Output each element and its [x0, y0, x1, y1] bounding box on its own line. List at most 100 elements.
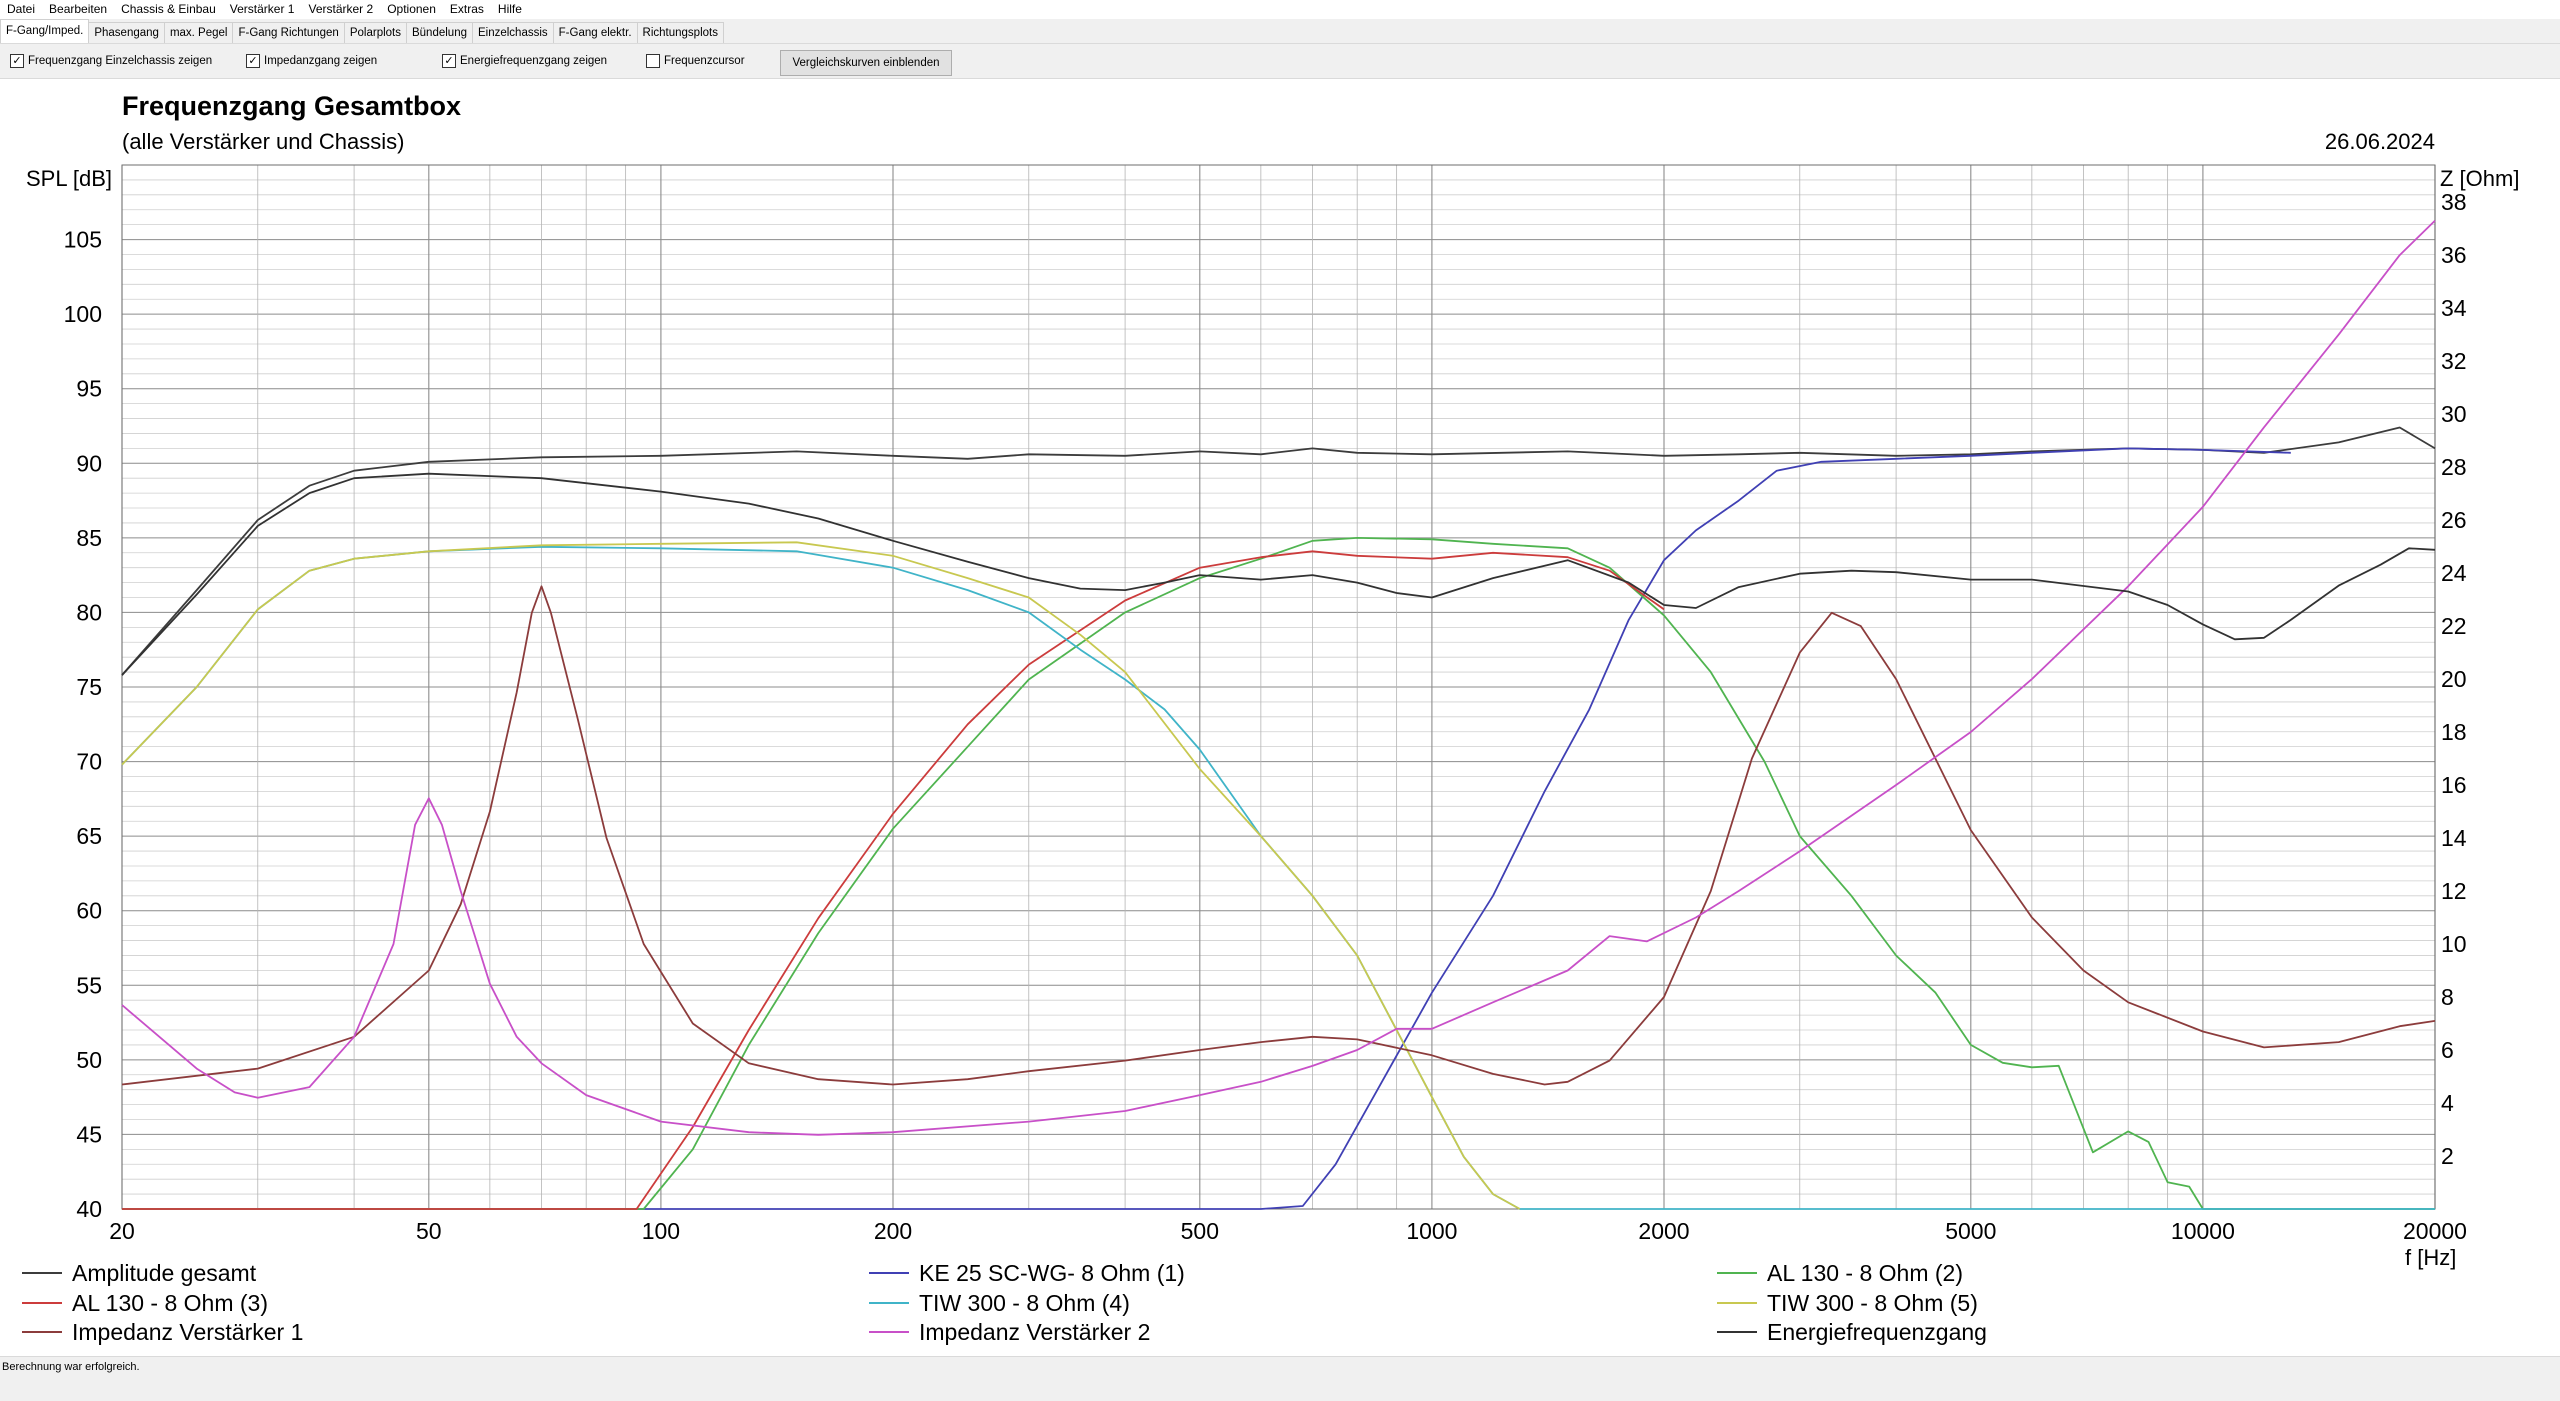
menu-chassis-einbau[interactable]: Chassis & Einbau	[121, 2, 216, 16]
y-tick-label: 100	[64, 301, 102, 327]
y2-tick-label: 22	[2441, 613, 2467, 639]
menu-bar: Datei Bearbeiten Chassis & Einbau Verstä…	[0, 0, 2560, 19]
checkbox-checked-icon: ✓	[442, 54, 456, 68]
series-line-8	[121, 219, 2436, 1136]
y-tick-label: 65	[76, 823, 102, 849]
y2-tick-label: 26	[2441, 507, 2467, 533]
y-tick-label: 45	[76, 1121, 102, 1147]
y2-tick-label: 4	[2441, 1090, 2454, 1116]
menu-bearbeiten[interactable]: Bearbeiten	[49, 2, 108, 16]
y2-tick-label: 14	[2441, 825, 2467, 851]
x-tick-label: 500	[1181, 1218, 1219, 1244]
series-line-1	[121, 426, 2436, 676]
tab-polarplots[interactable]: Polarplots	[343, 22, 407, 43]
menu-datei[interactable]: Datei	[7, 2, 36, 16]
y2-tick-label: 28	[2441, 454, 2467, 480]
menu-extras[interactable]: Extras	[449, 2, 484, 16]
plot-area: 40 45 50 55 60 65 70 75 80 85 90 95 100 105 2 4 6 8 10 12 14…	[0, 79, 2560, 1356]
checkbox-energiefrequenzgang-label: Energiefrequenzgang zeigen	[460, 55, 608, 67]
vergleichskurven-button[interactable]: Vergleichskurven einblenden	[780, 50, 952, 76]
y2-tick-label: 2	[2441, 1143, 2454, 1169]
x-tick-label: 100	[642, 1218, 680, 1244]
tab-phasengang[interactable]: Phasengang	[88, 22, 165, 43]
y-tick-label: 85	[76, 525, 102, 551]
checkbox-frequenzcursor[interactable]: Frequenzcursor	[646, 54, 745, 68]
chart-title: Frequenzgang Gesamtbox	[122, 91, 461, 121]
checkbox-einzelchassis[interactable]: ✓ Frequenzgang Einzelchassis zeigen	[10, 54, 212, 68]
series-line-6	[121, 541, 1521, 1210]
tab-einzelchassis[interactable]: Einzelchassis	[471, 22, 554, 43]
legend-label-9: Energiefrequenzgang	[1767, 1319, 1987, 1345]
series-line-4	[122, 550, 1665, 1210]
chart-subtitle: (alle Verstärker und Chassis)	[122, 129, 404, 154]
x-tick-label: 10000	[2171, 1218, 2235, 1244]
legend-label-4: AL 130 - 8 Ohm (3)	[72, 1290, 268, 1316]
y2-tick-label: 12	[2441, 878, 2467, 904]
status-text: Berechnung war erfolgreich.	[2, 1361, 140, 1373]
checkbox-impedanzgang[interactable]: ✓ Impedanzgang zeigen	[246, 54, 377, 68]
y-tick-label: 70	[76, 749, 102, 775]
series-line-3	[122, 537, 2435, 1210]
tab-bar: F-Gang/Imped. Phasengang max. Pegel F-Ga…	[0, 19, 2560, 44]
menu-hilfe[interactable]: Hilfe	[497, 2, 522, 16]
grid-layer	[121, 164, 2436, 1210]
y2-tick-label: 24	[2441, 560, 2467, 586]
status-bar: Berechnung war erfolgreich.	[0, 1356, 2560, 1401]
frequency-response-chart: 4045505560657075808590951001052468101214…	[22, 91, 2519, 1345]
y-tick-label: 50	[76, 1047, 102, 1073]
checkbox-frequenzcursor-label: Frequenzcursor	[664, 55, 745, 67]
y2-axis-label: Z [Ohm]	[2440, 166, 2519, 191]
y2-tick-label: 38	[2441, 189, 2467, 215]
legend-label-5: TIW 300 - 8 Ohm (4)	[919, 1290, 1130, 1316]
y-tick-label: 40	[76, 1196, 102, 1222]
y-tick-label: 80	[76, 599, 102, 625]
menu-verstaerker-1[interactable]: Verstärker 1	[229, 2, 295, 16]
tab-f-gang-richtungen[interactable]: F-Gang Richtungen	[232, 22, 345, 43]
x-tick-label: 1000	[1406, 1218, 1457, 1244]
y2-tick-label: 32	[2441, 348, 2467, 374]
tab-max-pegel[interactable]: max. Pegel	[163, 22, 234, 43]
y2-tick-label: 30	[2441, 401, 2467, 427]
tab-f-gang-imped[interactable]: F-Gang/Imped.	[0, 19, 90, 43]
x-axis-label: f [Hz]	[2405, 1245, 2456, 1270]
plot-frame	[121, 164, 2436, 1210]
chart-date: 26.06.2024	[2325, 129, 2435, 154]
series-layer	[121, 219, 2436, 1210]
tab-f-gang-elektr[interactable]: F-Gang elektr.	[552, 22, 638, 43]
x-tick-label: 50	[416, 1218, 442, 1244]
checkbox-checked-icon: ✓	[246, 54, 260, 68]
legend-label-7: Impedanz Verstärker 1	[72, 1319, 303, 1345]
legend-label-3: AL 130 - 8 Ohm (2)	[1767, 1260, 1963, 1286]
x-tick-label: 2000	[1638, 1218, 1689, 1244]
legend-label-2: KE 25 SC-WG- 8 Ohm (1)	[919, 1260, 1185, 1286]
checkbox-unchecked-icon	[646, 54, 660, 68]
y-axis-label: SPL [dB]	[26, 166, 112, 191]
y2-tick-label: 16	[2441, 772, 2467, 798]
y2-tick-label: 10	[2441, 931, 2467, 957]
y2-tick-label: 36	[2441, 242, 2467, 268]
legend-label-8: Impedanz Verstärker 2	[919, 1319, 1150, 1345]
tab-buendelung[interactable]: Bündelung	[405, 22, 473, 43]
y-tick-label: 90	[76, 450, 102, 476]
menu-verstaerker-2[interactable]: Verstärker 2	[308, 2, 374, 16]
axes-layer: 4045505560657075808590951001052468101214…	[64, 164, 2467, 1244]
tab-richtungsplots[interactable]: Richtungsplots	[636, 22, 724, 43]
legend-layer: Amplitude gesamt KE 25 SC-WG- 8 Ohm (1) AL…	[22, 1260, 1987, 1345]
legend-label-6: TIW 300 - 8 Ohm (5)	[1767, 1290, 1978, 1316]
checkbox-checked-icon: ✓	[10, 54, 24, 68]
menu-optionen[interactable]: Optionen	[387, 2, 436, 16]
y2-tick-label: 6	[2441, 1037, 2454, 1063]
y-tick-label: 75	[76, 674, 102, 700]
y2-tick-label: 8	[2441, 984, 2454, 1010]
series-line-7	[121, 585, 2436, 1086]
y-tick-label: 105	[64, 227, 102, 253]
x-tick-label: 200	[874, 1218, 912, 1244]
checkbox-impedanzgang-label: Impedanzgang zeigen	[264, 55, 378, 67]
y2-tick-label: 34	[2441, 295, 2467, 321]
checkbox-energiefrequenzgang[interactable]: ✓ Energiefrequenzgang zeigen	[442, 54, 607, 68]
y-tick-label: 55	[76, 972, 102, 998]
y2-tick-label: 18	[2441, 719, 2467, 745]
series-line-9	[121, 472, 2436, 676]
y-tick-label: 60	[76, 898, 102, 924]
x-tick-label: 20	[109, 1218, 135, 1244]
